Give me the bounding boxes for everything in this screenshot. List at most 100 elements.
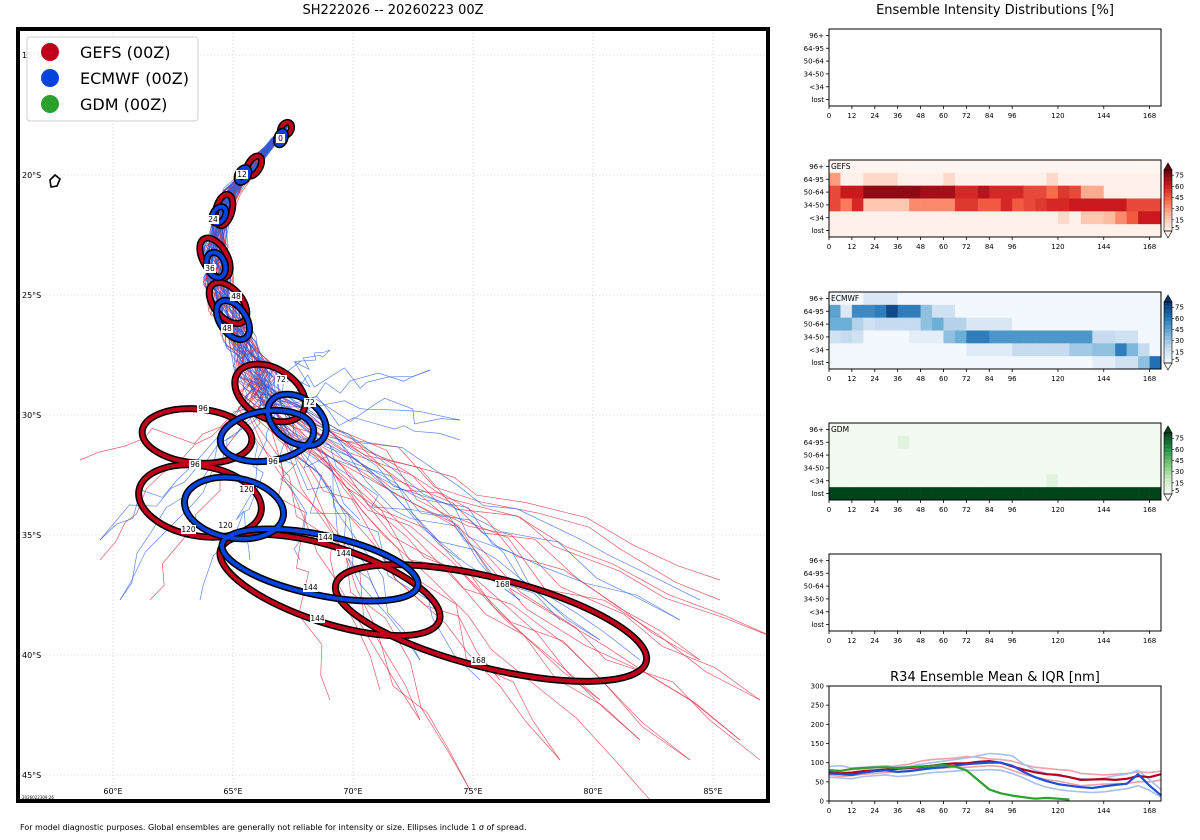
x-tick-label: 24 (870, 243, 879, 251)
ellipse-label-120b: 120 (181, 525, 196, 534)
heatmap-cell (1103, 474, 1116, 488)
r34-series-line (828, 761, 1162, 797)
heatmap-cell (954, 343, 967, 357)
heatmap-cell (943, 292, 956, 306)
heatmap-cell (1126, 160, 1139, 174)
heatmap-cell (1126, 423, 1139, 437)
heatmap-cell (1126, 172, 1139, 186)
svg-text:144: 144 (318, 533, 333, 542)
heatmap-cell (954, 356, 967, 370)
panel-model-label: GDM (831, 425, 849, 434)
heatmap-cell (851, 160, 864, 174)
colorbar-segment (1164, 332, 1172, 337)
heatmap-cell (1138, 423, 1150, 437)
heatmap-cell (1012, 343, 1024, 357)
heatmap-cell (943, 356, 956, 370)
ellipse-label-48: 48 (230, 292, 242, 301)
heatmap-cell (977, 356, 990, 370)
heatmap-cell (932, 292, 944, 306)
heatmap-cell (977, 198, 990, 212)
heatmap-cell (1000, 423, 1013, 437)
heatmap-cell (954, 448, 967, 462)
heatmap-cell (886, 317, 898, 331)
heatmap-cell (932, 160, 944, 174)
heatmap-cell (954, 317, 967, 331)
x-tick-label: 0 (827, 637, 831, 645)
heatmap-cell (932, 423, 944, 437)
r34-series-line (828, 764, 1162, 787)
x-tick-label: 84 (985, 506, 994, 514)
heatmap-cell (909, 356, 921, 370)
heatmap-cell (897, 185, 910, 199)
heatmap-cell (989, 343, 1002, 357)
lon-tick: 80°E (583, 787, 602, 796)
heatmap-cell (829, 198, 841, 212)
map-title: SH222026 -- 20260223 00Z (302, 3, 484, 18)
heatmap-cell (989, 487, 1002, 501)
colorbar-segment (1164, 219, 1172, 224)
colorbar-tick-label: 60 (1175, 315, 1184, 323)
heatmap-cell (1103, 330, 1116, 344)
y-tick-label: lost (811, 96, 824, 104)
heatmap-cell (886, 304, 898, 318)
heatmap-cell (954, 461, 967, 475)
colorbar-extend-top (1163, 162, 1173, 171)
track-map: 0 12 24 36 48 48 72 72 96 96 96 120 120 … (16, 27, 770, 803)
heatmap-cell (1115, 198, 1127, 212)
heatmap-cell (874, 330, 887, 344)
heatmap-cell (1035, 160, 1047, 174)
heatmap-cell (1046, 343, 1059, 357)
heatmap-cell (851, 448, 864, 462)
lat-tick: 30°S (22, 411, 41, 420)
heatmap-cell (909, 343, 921, 357)
colorbar-segment (1164, 196, 1172, 201)
heatmap-cell (829, 423, 841, 437)
heatmap-cell (851, 474, 864, 488)
heatmap-cell (1115, 160, 1127, 174)
heatmap-cell (1069, 356, 1082, 370)
colorbar-segment (1164, 440, 1172, 445)
heatmap-cell (977, 211, 990, 225)
heatmap-cell (1149, 423, 1162, 437)
heatmap-cell (943, 343, 956, 357)
legend-entry-ecmwf: ECMWF (00Z) (41, 69, 189, 88)
heatmap-cell (874, 224, 887, 238)
heatmap-cell (1023, 317, 1036, 331)
heatmap-cell (1057, 330, 1070, 344)
x-tick-label: 60 (939, 807, 948, 815)
ellipse-label-72b: 72 (304, 398, 316, 407)
legend-entry-gefs: GEFS (00Z) (41, 43, 170, 62)
heatmap-cell (1000, 198, 1013, 212)
heatmap-cell (1092, 461, 1105, 475)
heatmap-cell (1000, 185, 1013, 199)
x-tick-label: 72 (962, 375, 971, 383)
heatmap-cell (909, 330, 921, 344)
heatmap-cell (1103, 185, 1116, 199)
y-tick-label: 200 (811, 721, 824, 729)
heatmap-cell (851, 423, 864, 437)
y-tick-label: 50 (815, 778, 824, 786)
heatmap-cell (909, 461, 921, 475)
heatmap-cell (1103, 356, 1116, 370)
heatmap-cell (909, 292, 921, 306)
heatmap-cell (1046, 211, 1059, 225)
heatmap-cell (989, 448, 1002, 462)
island-shape (49, 173, 61, 188)
heatmap-cell (1023, 435, 1036, 449)
heatmap-cell (874, 448, 887, 462)
heatmap-cell (874, 356, 887, 370)
heatmap-cell (1035, 224, 1047, 238)
x-tick-label: 60 (939, 506, 948, 514)
heatmap-cell (909, 304, 921, 318)
x-tick-label: 96 (1008, 112, 1017, 120)
heatmap-cell (966, 185, 979, 199)
y-tick-label: lost (811, 227, 824, 235)
x-tick-label: 144 (1097, 807, 1111, 815)
heatmap-cell (1057, 198, 1070, 212)
heatmap-cell (954, 224, 967, 238)
heatmap-cell (897, 211, 910, 225)
heatmap-cell (920, 448, 933, 462)
heatmap-cell (920, 198, 933, 212)
